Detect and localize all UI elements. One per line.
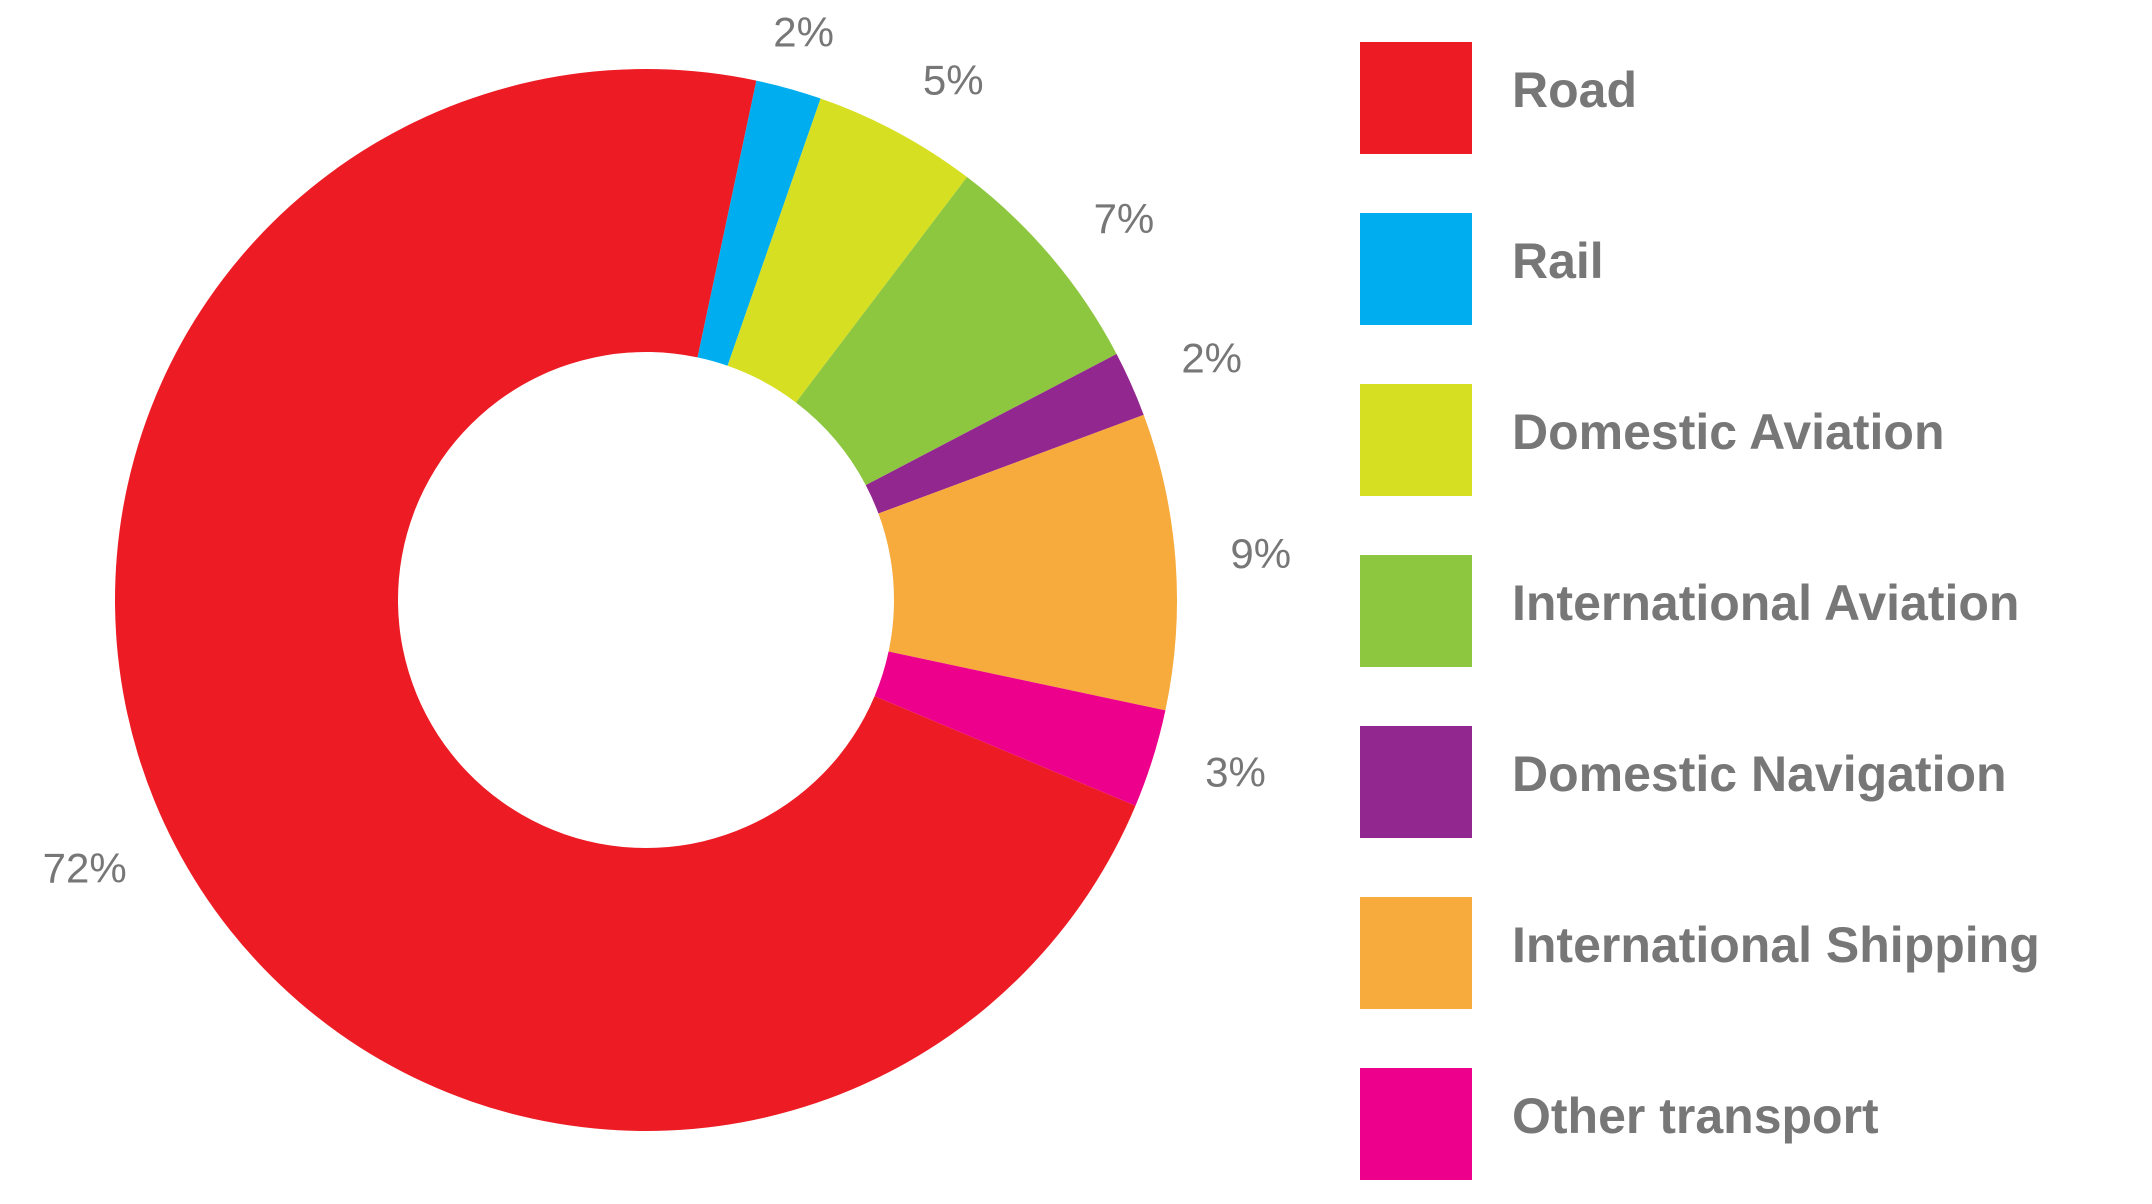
- donut-slice: [795, 177, 1117, 486]
- value-label: 72%: [43, 845, 127, 892]
- value-label: 7%: [1094, 195, 1155, 242]
- legend-swatch: [1360, 213, 1472, 325]
- legend-swatch: [1360, 384, 1472, 496]
- donut-slice: [865, 353, 1144, 514]
- legend-swatch: [1360, 897, 1472, 1009]
- value-label: 5%: [923, 57, 984, 104]
- donut-slice: [115, 68, 1136, 1132]
- legend-swatch: [1360, 42, 1472, 154]
- donut-slice: [727, 98, 968, 403]
- value-label: 9%: [1230, 530, 1291, 577]
- legend-label: Domestic Aviation: [1512, 404, 1945, 460]
- donut-slice: [878, 414, 1177, 711]
- legend-label: Domestic Navigation: [1512, 746, 2007, 802]
- legend-label: Rail: [1512, 233, 1604, 289]
- legend-label: International Shipping: [1512, 917, 2040, 973]
- donut-slice: [874, 651, 1166, 806]
- value-label: 2%: [1181, 335, 1242, 382]
- legend-label: Road: [1512, 62, 1637, 118]
- legend-swatch: [1360, 1068, 1472, 1180]
- legend-label: Other transport: [1512, 1088, 1879, 1144]
- donut-slice: [697, 80, 821, 366]
- legend-swatch: [1360, 555, 1472, 667]
- value-label: 2%: [773, 9, 834, 56]
- legend-swatch: [1360, 726, 1472, 838]
- value-label: 3%: [1205, 748, 1266, 795]
- legend-label: International Aviation: [1512, 575, 2019, 631]
